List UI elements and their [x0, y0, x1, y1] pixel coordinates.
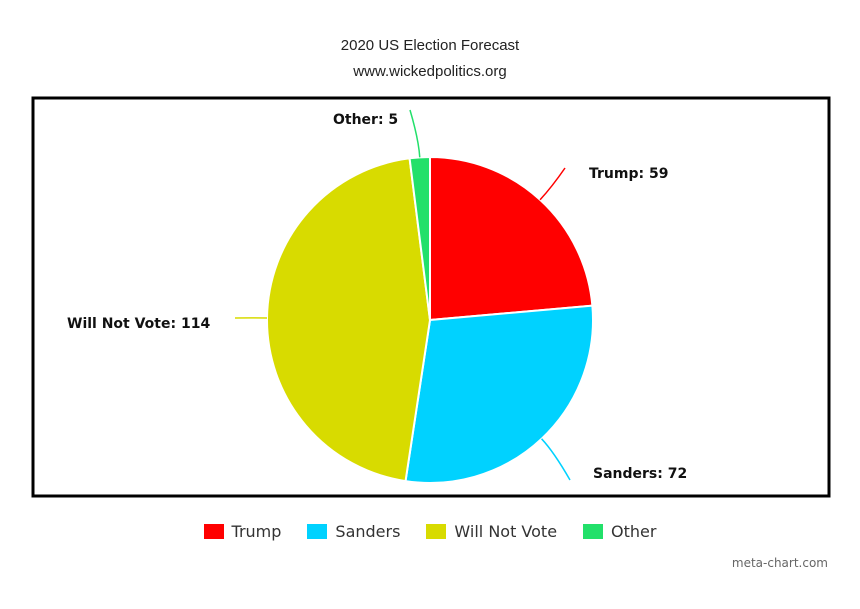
leader-line-trump	[539, 167, 566, 201]
legend-swatch-will-not-vote	[426, 524, 447, 539]
pie-slices	[266, 155, 594, 484]
legend-item-sanders[interactable]: Sanders	[307, 522, 400, 541]
watermark: meta-chart.com	[731, 556, 828, 570]
slice-label-other: Other: 5	[333, 112, 398, 128]
leader-line-sanders	[541, 438, 571, 481]
legend: Trump Sanders Will Not Vote Other	[0, 522, 860, 541]
leader-line-other	[409, 109, 421, 158]
legend-swatch-other	[583, 524, 604, 539]
legend-item-will-not-vote[interactable]: Will Not Vote	[426, 522, 557, 541]
chart-subtitle: www.wickedpolitics.org	[353, 63, 507, 80]
legend-label-will-not-vote: Will Not Vote	[454, 522, 558, 541]
slice-label-sanders: Sanders: 72	[593, 466, 687, 482]
pie-slice-trump[interactable]	[429, 155, 594, 322]
legend-label-sanders: Sanders	[335, 522, 401, 541]
legend-label-trump: Trump	[231, 522, 282, 541]
slice-label-will-not-vote: Will Not Vote: 114	[67, 316, 210, 332]
legend-swatch-trump	[203, 524, 224, 539]
label-leader-lines	[234, 109, 571, 481]
chart-title: 2020 US Election Forecast	[340, 37, 520, 54]
legend-item-trump[interactable]: Trump	[203, 522, 282, 541]
legend-label-other: Other	[611, 522, 657, 541]
slice-labels: Trump: 59 Sanders: 72 Will Not Vote: 114 Ot…	[67, 112, 687, 482]
legend-item-other[interactable]: Other	[583, 522, 656, 541]
legend-swatch-sanders	[307, 524, 328, 539]
slice-label-trump: Trump: 59	[589, 166, 668, 182]
